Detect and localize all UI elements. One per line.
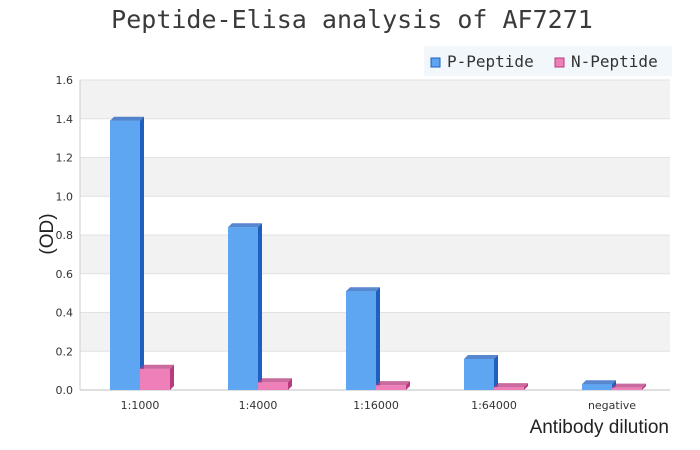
bar-side bbox=[258, 223, 262, 390]
bar-side bbox=[140, 116, 144, 390]
grid-band bbox=[80, 157, 670, 197]
legend-swatch-p-peptide bbox=[430, 57, 441, 68]
grid-band bbox=[80, 80, 670, 119]
bar-top bbox=[494, 383, 528, 388]
bar-top bbox=[612, 383, 646, 388]
bar-front bbox=[110, 120, 140, 390]
x-tick-label: 1:4000 bbox=[239, 399, 278, 412]
bar-top bbox=[110, 116, 144, 121]
legend-label-n-peptide: N-Peptide bbox=[571, 52, 658, 71]
bar-front bbox=[140, 368, 170, 390]
bar-side bbox=[288, 378, 292, 390]
bar-n-peptide-1 bbox=[258, 378, 292, 390]
y-tick-label: 0.0 bbox=[56, 384, 74, 397]
bar-top bbox=[346, 287, 380, 292]
y-axis-label: (OD) bbox=[37, 213, 58, 254]
bar-n-peptide-3 bbox=[494, 383, 528, 390]
bar-n-peptide-0 bbox=[140, 364, 174, 390]
bar-p-peptide-0 bbox=[110, 116, 144, 390]
bar-front bbox=[376, 385, 406, 390]
y-tick-label: 0.4 bbox=[56, 307, 74, 320]
bar-top bbox=[376, 381, 410, 386]
x-tick-label: 1:1000 bbox=[121, 399, 160, 412]
y-tick-label: 1.4 bbox=[56, 113, 74, 126]
y-tick-label: 0.2 bbox=[56, 345, 74, 358]
y-tick-label: 1.0 bbox=[56, 190, 74, 203]
bar-side bbox=[376, 287, 380, 390]
legend-background bbox=[424, 46, 672, 76]
bar-n-peptide-2 bbox=[376, 381, 410, 390]
bar-p-peptide-4 bbox=[582, 380, 616, 390]
bar-front bbox=[228, 227, 258, 390]
bar-front bbox=[612, 387, 642, 390]
y-tick-label: 0.6 bbox=[56, 268, 74, 281]
bar-p-peptide-1 bbox=[228, 223, 262, 390]
legend-label-p-peptide: P-Peptide bbox=[447, 52, 534, 71]
bar-side bbox=[170, 364, 174, 390]
y-tick-label: 1.6 bbox=[56, 74, 74, 87]
bar-side bbox=[524, 383, 528, 390]
bar-side bbox=[494, 355, 498, 390]
bar-top bbox=[140, 364, 174, 369]
x-tick-label: 1:16000 bbox=[353, 399, 399, 412]
bar-top bbox=[228, 223, 262, 228]
x-axis-label: Antibody dilution bbox=[530, 417, 669, 438]
bar-front bbox=[464, 359, 494, 390]
bar-p-peptide-2 bbox=[346, 287, 380, 390]
bar-n-peptide-4 bbox=[612, 383, 646, 390]
bar-front bbox=[346, 291, 376, 390]
grid-band bbox=[80, 235, 670, 274]
legend-swatch-n-peptide bbox=[554, 57, 565, 68]
bar-side bbox=[406, 381, 410, 390]
chart-title: Peptide-Elisa analysis of AF7271 bbox=[111, 5, 593, 34]
bar-top bbox=[582, 380, 616, 385]
y-tick-label: 0.8 bbox=[56, 229, 74, 242]
bar-front bbox=[494, 387, 524, 390]
bar-side bbox=[642, 383, 646, 390]
x-tick-label: 1:64000 bbox=[471, 399, 517, 412]
bar-p-peptide-3 bbox=[464, 355, 498, 390]
bar-front bbox=[258, 382, 288, 390]
bar-top bbox=[258, 378, 292, 383]
x-tick-label: negative bbox=[588, 399, 636, 412]
bar-front bbox=[582, 384, 612, 390]
bar-top bbox=[464, 355, 498, 359]
y-tick-label: 1.2 bbox=[56, 152, 74, 165]
